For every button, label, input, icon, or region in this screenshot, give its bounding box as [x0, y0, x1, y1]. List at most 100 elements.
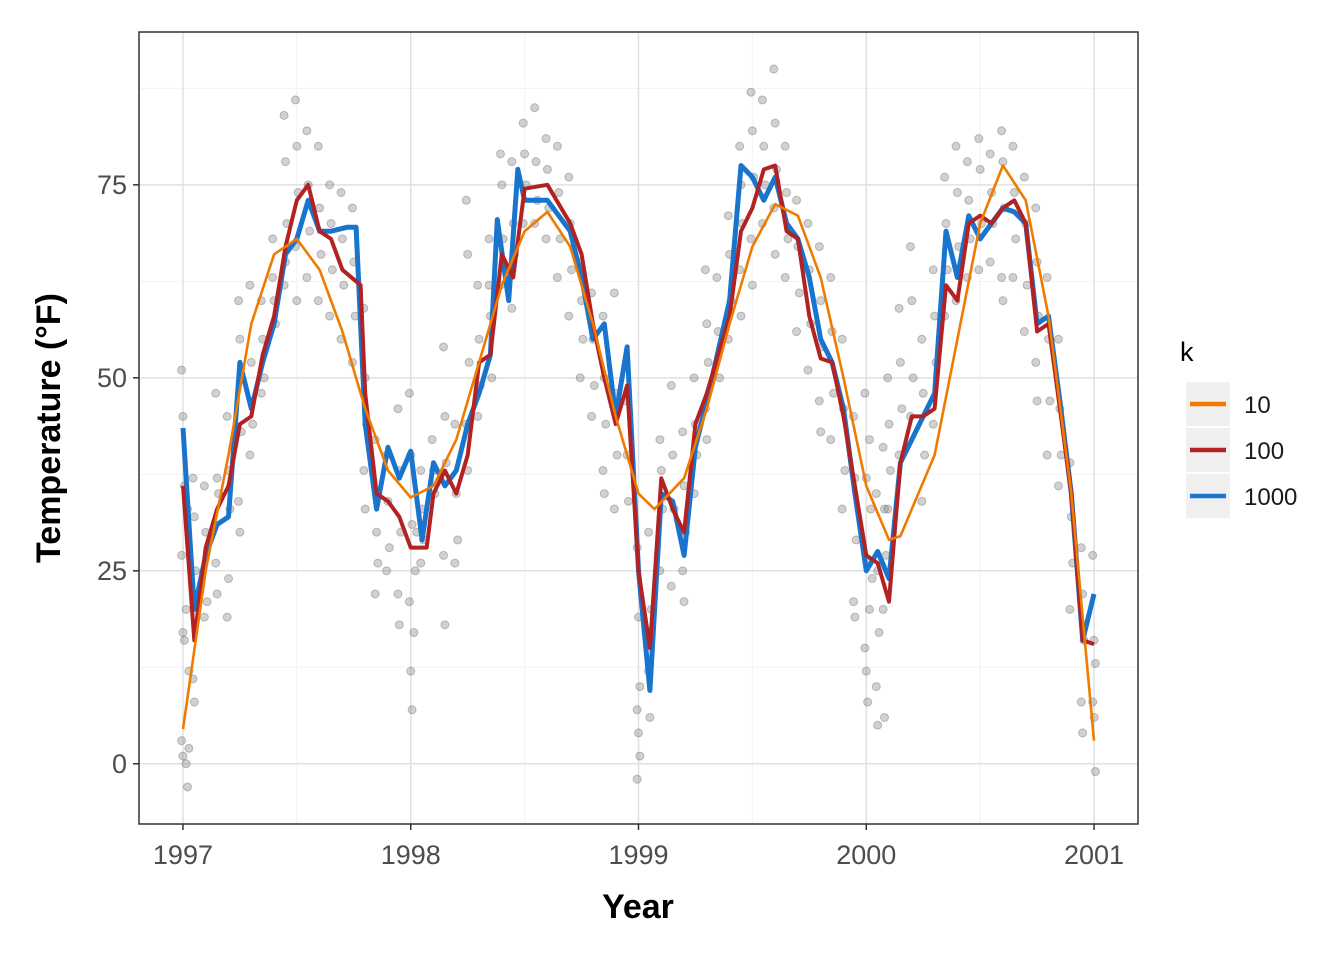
data-point	[587, 411, 597, 421]
data-point	[453, 535, 463, 545]
data-point	[199, 481, 209, 491]
data-point	[1042, 450, 1052, 460]
axes: 0 25 50 75 1997 1998 1999 2000 2001	[97, 170, 1124, 870]
data-point	[656, 465, 666, 475]
data-point	[974, 265, 984, 275]
data-point	[878, 442, 888, 452]
data-point	[589, 381, 599, 391]
data-point	[541, 234, 551, 244]
data-point	[908, 373, 918, 383]
data-point	[473, 280, 483, 290]
data-point	[997, 272, 1007, 282]
data-point	[394, 620, 404, 630]
data-point	[382, 566, 392, 576]
data-point	[645, 712, 655, 722]
data-point	[339, 280, 349, 290]
data-point	[416, 465, 426, 475]
data-point	[256, 388, 266, 398]
data-point	[917, 496, 927, 506]
data-point	[632, 774, 642, 784]
data-point	[1008, 141, 1018, 151]
data-point	[964, 195, 974, 205]
data-point	[316, 249, 326, 259]
data-point	[747, 126, 757, 136]
data-point	[1065, 604, 1075, 614]
data-point	[325, 180, 335, 190]
data-point	[679, 597, 689, 607]
data-point	[860, 643, 870, 653]
data-point	[179, 635, 189, 645]
data-point	[427, 435, 437, 445]
data-point	[245, 450, 255, 460]
data-point	[393, 589, 403, 599]
data-point	[780, 141, 790, 151]
data-point	[599, 489, 609, 499]
data-point	[327, 265, 337, 275]
data-point	[867, 574, 877, 584]
data-point	[1008, 272, 1018, 282]
data-point	[883, 373, 893, 383]
data-point	[224, 574, 234, 584]
data-point	[1011, 234, 1021, 244]
data-point	[860, 388, 870, 398]
data-point	[770, 249, 780, 259]
data-point	[601, 419, 611, 429]
data-point	[1045, 396, 1055, 406]
data-point	[878, 604, 888, 614]
data-point	[952, 188, 962, 198]
data-point	[634, 728, 643, 738]
data-point	[268, 272, 278, 282]
data-point	[407, 519, 417, 529]
data-point	[655, 435, 665, 445]
legend-label: 100	[1244, 438, 1284, 465]
data-point	[792, 195, 802, 205]
data-point	[782, 188, 792, 198]
data-point	[474, 334, 484, 344]
data-point	[668, 450, 678, 460]
x-tick-label: 1999	[608, 840, 668, 870]
data-point	[372, 527, 382, 537]
data-point	[336, 188, 346, 198]
y-axis-title: Temperature (°F)	[30, 293, 68, 563]
data-point	[1022, 280, 1032, 290]
data-point	[975, 164, 985, 174]
data-point	[666, 581, 676, 591]
data-point	[702, 435, 712, 445]
data-point	[702, 319, 712, 329]
data-point	[759, 141, 769, 151]
data-point	[962, 157, 972, 167]
data-point	[816, 296, 826, 306]
data-point	[292, 296, 302, 306]
data-point	[325, 311, 335, 321]
data-point	[292, 141, 302, 151]
data-point	[998, 296, 1008, 306]
data-point	[177, 736, 187, 746]
data-point	[635, 682, 645, 692]
data-point	[632, 705, 642, 715]
data-point	[440, 620, 450, 630]
data-point	[1019, 172, 1029, 182]
x-tick-label: 2000	[836, 840, 896, 870]
data-point	[212, 589, 222, 599]
data-point	[609, 504, 619, 514]
data-point	[370, 589, 380, 599]
data-point	[235, 527, 245, 537]
data-point	[871, 489, 881, 499]
x-axis-title: Year	[602, 888, 674, 926]
data-point	[305, 226, 315, 236]
data-point	[666, 381, 676, 391]
legend-label: 1000	[1244, 484, 1297, 511]
data-point	[450, 558, 460, 568]
data-point	[279, 110, 289, 120]
data-point	[871, 682, 881, 692]
data-point	[520, 149, 530, 159]
data-point	[609, 288, 619, 298]
data-point	[1032, 396, 1042, 406]
series-line-k-100	[181, 163, 1095, 650]
data-point	[837, 334, 847, 344]
data-point	[246, 357, 256, 367]
data-point	[189, 512, 199, 522]
data-point	[1090, 767, 1100, 777]
data-point	[184, 743, 194, 753]
data-point	[302, 272, 312, 282]
